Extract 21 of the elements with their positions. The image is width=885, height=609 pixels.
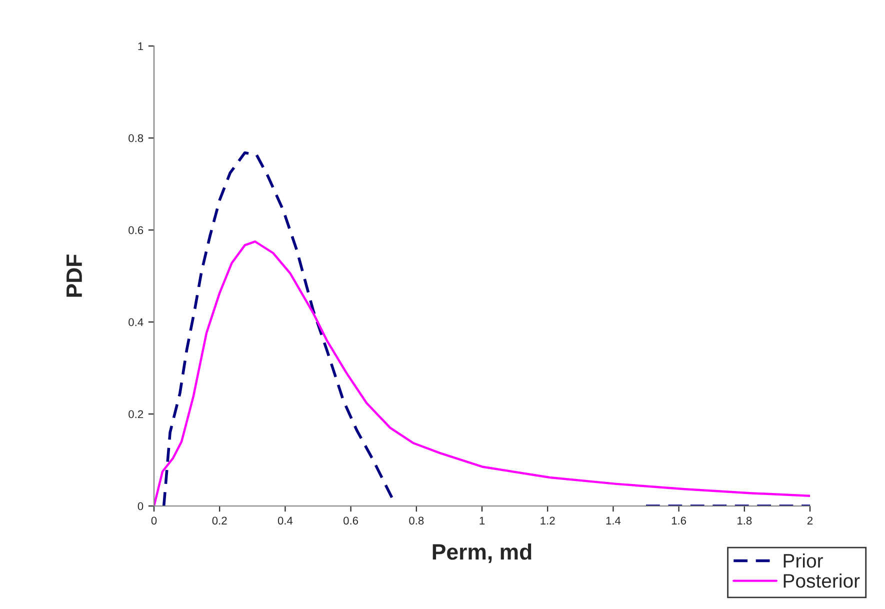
x-tick-label: 0 <box>151 516 157 525</box>
x-tick-label: 0.6 <box>344 516 358 525</box>
y-tick-label: 0 <box>138 502 144 510</box>
x-tick-label: 0.8 <box>409 516 424 525</box>
legend-label: Prior <box>784 553 823 568</box>
x-tick-label: 0.2 <box>212 516 227 525</box>
x-tick-label: 1.2 <box>540 516 555 524</box>
y-tick-label: 0.8 <box>128 134 144 142</box>
x-tick-label: 2 <box>807 516 813 524</box>
x-tick-label: 1.4 <box>606 516 621 524</box>
y-tick-label: 0.2 <box>128 410 144 418</box>
x-tick-label: 1.8 <box>738 516 752 525</box>
y-axis-title: PDF <box>66 254 82 297</box>
x-tick-label: 1.6 <box>672 516 686 525</box>
y-tick-label: 0.4 <box>128 318 144 326</box>
legend-label: Posterior <box>784 574 860 588</box>
x-tick-label: 1 <box>480 516 485 524</box>
x-tick-label: 0.4 <box>278 516 293 525</box>
y-tick-label: 0.6 <box>128 226 144 234</box>
y-tick-label: 1 <box>138 42 144 50</box>
x-axis-title: Perm, md <box>432 543 532 563</box>
